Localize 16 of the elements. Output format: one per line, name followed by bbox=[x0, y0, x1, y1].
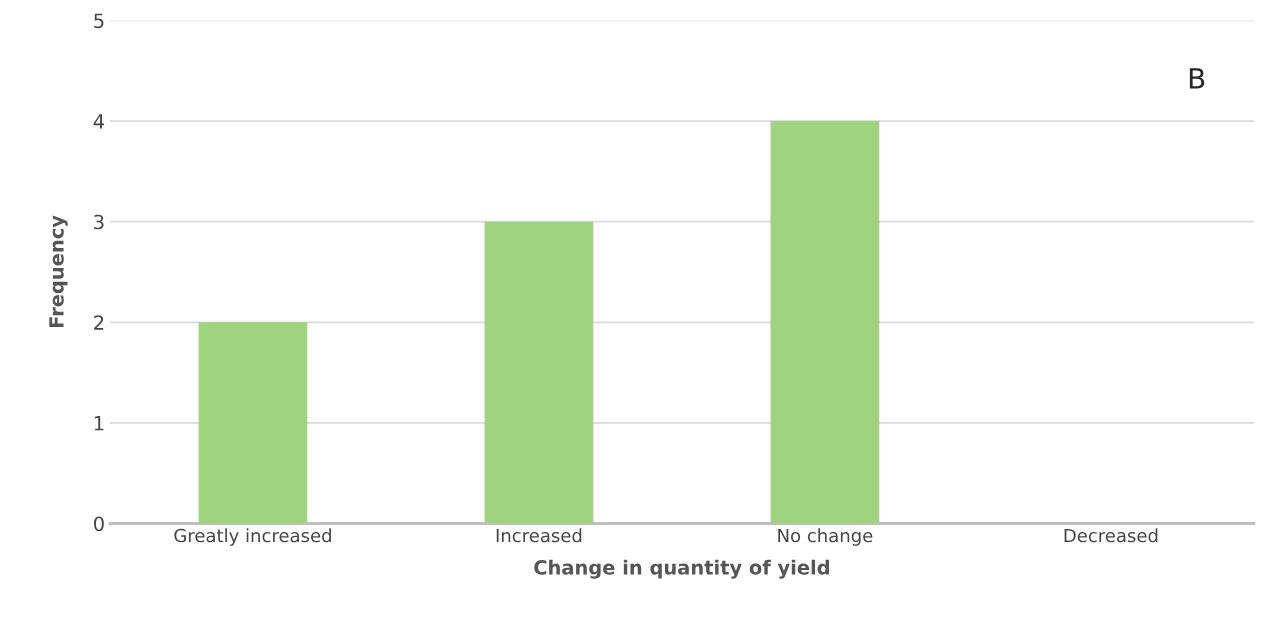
y-tick-label: 1 bbox=[94, 416, 104, 431]
annotation: B bbox=[1189, 68, 1205, 89]
y-tick-label: 3 bbox=[94, 214, 104, 230]
x-tick-label: No change bbox=[778, 528, 873, 546]
y-tick-label: 2 bbox=[94, 315, 104, 330]
bar bbox=[198, 322, 308, 524]
y-tick-label: 4 bbox=[93, 114, 105, 129]
x-tick-label: Increased bbox=[496, 528, 582, 543]
bar bbox=[484, 221, 594, 524]
x-tick-label: Decreased bbox=[1064, 528, 1158, 543]
y-tick-label: 0 bbox=[94, 516, 104, 532]
y-axis-title: Frequency bbox=[49, 215, 68, 328]
y-tick-label: 5 bbox=[94, 13, 104, 29]
x-tick-label: Greatly increased bbox=[174, 528, 331, 546]
bar bbox=[770, 121, 880, 524]
x-axis-title: Change in quantity of yield bbox=[534, 559, 829, 579]
